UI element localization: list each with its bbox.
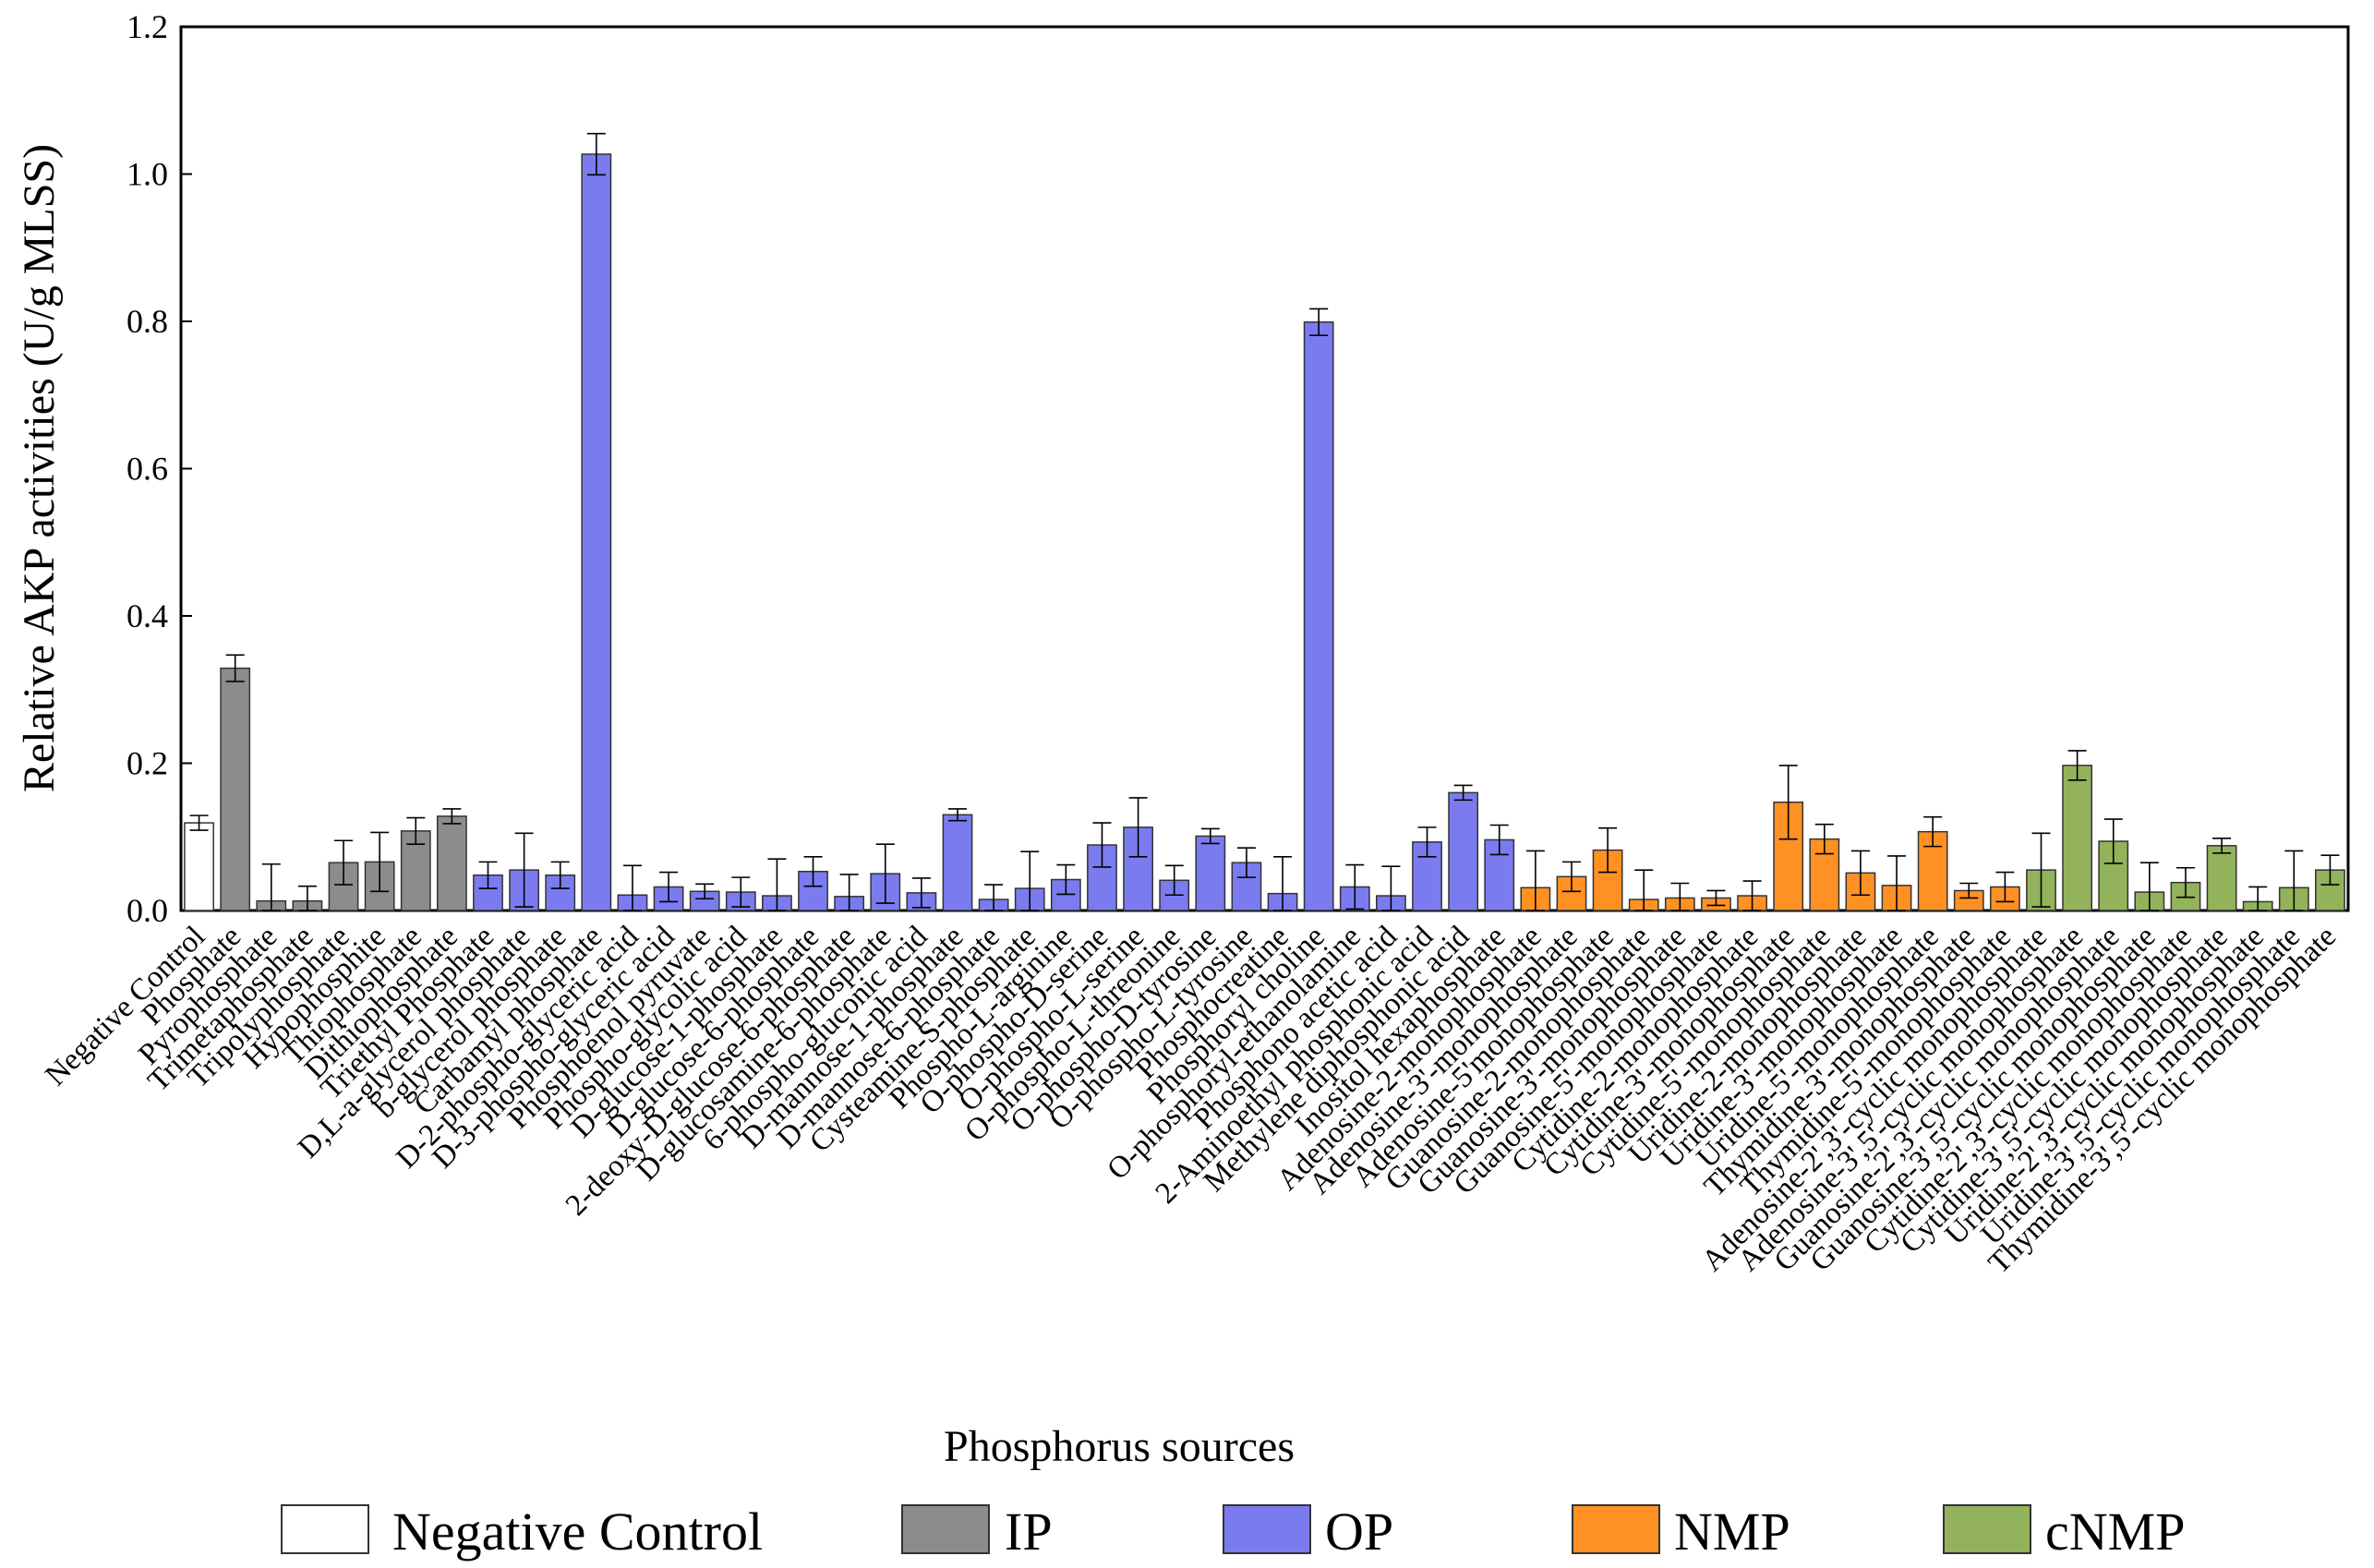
bar	[1195, 835, 1226, 911]
bar	[2062, 765, 2093, 911]
bar	[184, 822, 214, 911]
y-axis-title: Relative AKP activities (U/g MLSS)	[15, 144, 64, 792]
bar	[2206, 845, 2237, 911]
y-tick-label: 0.0	[127, 892, 168, 929]
legend-label-cnmp: cNMP	[2045, 1502, 2185, 1562]
legend-label-nmp: NMP	[1674, 1502, 1790, 1562]
plot-frame	[179, 25, 2350, 912]
bar	[1303, 321, 1334, 911]
legend-swatch-ip	[901, 1504, 990, 1554]
y-tick-label: 1.2	[127, 8, 168, 45]
bars	[184, 153, 2345, 911]
y-tick-label: 0.2	[127, 745, 168, 782]
legend-label-neg: Negative Control	[392, 1502, 763, 1562]
bar	[942, 814, 973, 911]
y-tick-label: 0.6	[127, 451, 168, 488]
y-axis: 0.0 0.2 0.4 0.6 0.8 1.0 1.2	[127, 8, 192, 929]
bar	[581, 153, 612, 911]
legend-swatch-nmp	[1572, 1504, 1660, 1554]
x-axis-labels: Negative ControlPhosphatePyrophosphateTr…	[39, 920, 2343, 1281]
legend: Negative Control IP OP NMP cNMP	[281, 1502, 2185, 1562]
y-tick-label: 0.4	[127, 597, 168, 634]
bar	[436, 815, 467, 911]
legend-swatch-neg	[281, 1504, 369, 1554]
y-tick-label: 1.0	[127, 156, 168, 193]
error-bars	[189, 132, 2340, 911]
legend-swatch-op	[1223, 1504, 1311, 1554]
y-tick-label: 0.8	[127, 303, 168, 340]
legend-swatch-cnmp	[1943, 1504, 2031, 1554]
bar	[1448, 791, 1479, 911]
bar	[1412, 841, 1442, 911]
legend-label-ip: IP	[1005, 1502, 1053, 1562]
bar	[220, 667, 251, 911]
legend-label-op: OP	[1325, 1502, 1393, 1562]
x-axis-title: Phosphorus sources	[944, 1422, 1295, 1471]
